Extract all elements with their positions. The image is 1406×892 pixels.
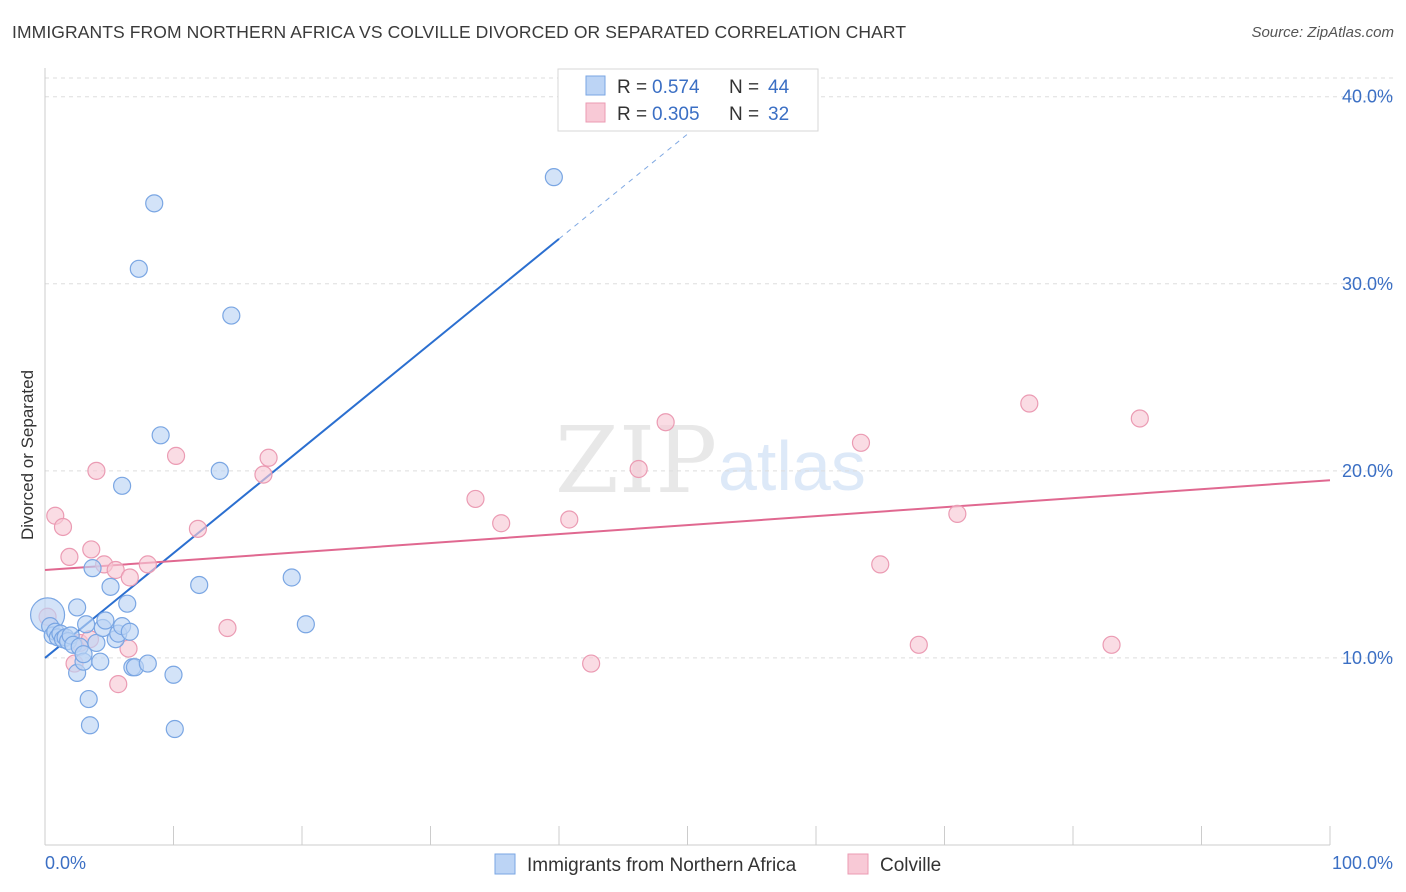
point-northern-africa	[80, 716, 100, 735]
y-tick-label: 40.0%	[1342, 87, 1393, 107]
axes	[44, 68, 1331, 846]
y-tick-label: 10.0%	[1342, 648, 1393, 668]
point-colville	[120, 568, 139, 587]
point-northern-africa	[151, 426, 170, 445]
watermark: ZIP atlas	[555, 407, 866, 514]
point-colville	[629, 459, 648, 479]
point-colville	[492, 514, 511, 533]
point-colville	[87, 461, 106, 480]
x-tick-label: 100.0%	[1332, 853, 1393, 873]
point-northern-africa	[79, 689, 98, 709]
data-points	[29, 168, 1149, 739]
y-tick-label: 20.0%	[1342, 461, 1393, 481]
y-axis-title: Divorced or Separated	[18, 370, 37, 540]
point-northern-africa	[91, 652, 110, 671]
legend-n-value: 44	[768, 77, 790, 98]
point-northern-africa	[77, 615, 96, 634]
point-colville	[560, 510, 579, 529]
point-northern-africa	[165, 719, 184, 739]
point-northern-africa	[296, 615, 315, 634]
point-northern-africa	[222, 306, 241, 325]
legend-swatch-pink	[585, 102, 606, 123]
point-colville	[1130, 409, 1149, 428]
legend-n-label: N =	[729, 77, 759, 98]
x-tick-label: 0.0%	[45, 853, 86, 873]
point-colville	[166, 446, 186, 465]
gridlines	[45, 77, 1393, 659]
watermark-atlas: atlas	[718, 427, 866, 505]
point-colville	[909, 635, 928, 654]
legend-bottom-swatch-blue	[494, 853, 516, 875]
trend-line-colville	[44, 479, 1331, 572]
point-northern-africa	[68, 598, 87, 617]
point-colville	[1020, 394, 1039, 413]
y-tick-label: 30.0%	[1342, 274, 1393, 294]
point-colville	[871, 555, 890, 574]
legend-n-value: 32	[768, 104, 789, 125]
trend-line-northern-africa-extension	[558, 133, 688, 240]
trend-lines	[44, 133, 1331, 659]
point-northern-africa	[74, 645, 93, 664]
point-northern-africa	[101, 577, 120, 596]
y-tick-labels: 10.0% 20.0% 30.0% 40.0%	[1342, 87, 1393, 668]
legend-r-label: R =	[617, 77, 647, 98]
point-colville	[106, 560, 125, 580]
point-colville	[851, 433, 871, 452]
point-northern-africa	[138, 654, 157, 673]
point-colville	[582, 654, 601, 673]
trend-line-northern-africa	[44, 238, 560, 659]
chart-title: IMMIGRANTS FROM NORTHERN AFRICA VS COLVI…	[12, 22, 907, 42]
legend-series-2: Colville	[880, 855, 941, 876]
legend-swatch-blue	[585, 75, 606, 96]
legend-top: R = 0.574 N = 44 R = 0.305 N = 32	[557, 68, 819, 132]
point-colville	[259, 448, 278, 467]
point-northern-africa	[87, 633, 106, 653]
legend-bottom-swatch-pink	[847, 853, 869, 875]
point-colville	[82, 540, 101, 559]
legend-r-label: R =	[617, 104, 647, 125]
legend-bottom: Immigrants from Northern Africa Colville	[494, 853, 941, 876]
point-northern-africa	[210, 461, 229, 480]
legend-n-label: N =	[729, 104, 759, 125]
point-northern-africa	[83, 559, 102, 578]
point-northern-africa	[164, 665, 183, 684]
point-northern-africa	[112, 476, 132, 495]
point-colville	[138, 555, 157, 574]
legend-series-1: Immigrants from Northern Africa	[527, 855, 797, 876]
point-colville	[188, 519, 208, 538]
point-colville	[466, 489, 485, 509]
point-northern-africa	[96, 611, 115, 630]
point-northern-africa	[190, 575, 209, 595]
x-tick-labels: 0.0% 100.0%	[45, 853, 1393, 873]
point-colville	[218, 618, 237, 638]
point-colville	[1102, 635, 1121, 654]
legend-r-value: 0.574	[652, 77, 700, 98]
legend-r-value: 0.305	[652, 104, 700, 125]
point-colville	[109, 675, 128, 694]
point-northern-africa	[145, 194, 164, 213]
chart-source: Source: ZipAtlas.com	[1251, 24, 1394, 41]
point-northern-africa	[118, 594, 137, 613]
point-colville	[53, 517, 73, 537]
point-colville	[948, 504, 967, 523]
point-colville	[656, 413, 675, 432]
point-colville	[60, 547, 79, 567]
point-northern-africa	[282, 568, 301, 587]
point-colville	[254, 465, 273, 484]
point-northern-africa	[120, 622, 139, 641]
point-northern-africa	[544, 168, 563, 187]
point-northern-africa	[129, 259, 148, 278]
